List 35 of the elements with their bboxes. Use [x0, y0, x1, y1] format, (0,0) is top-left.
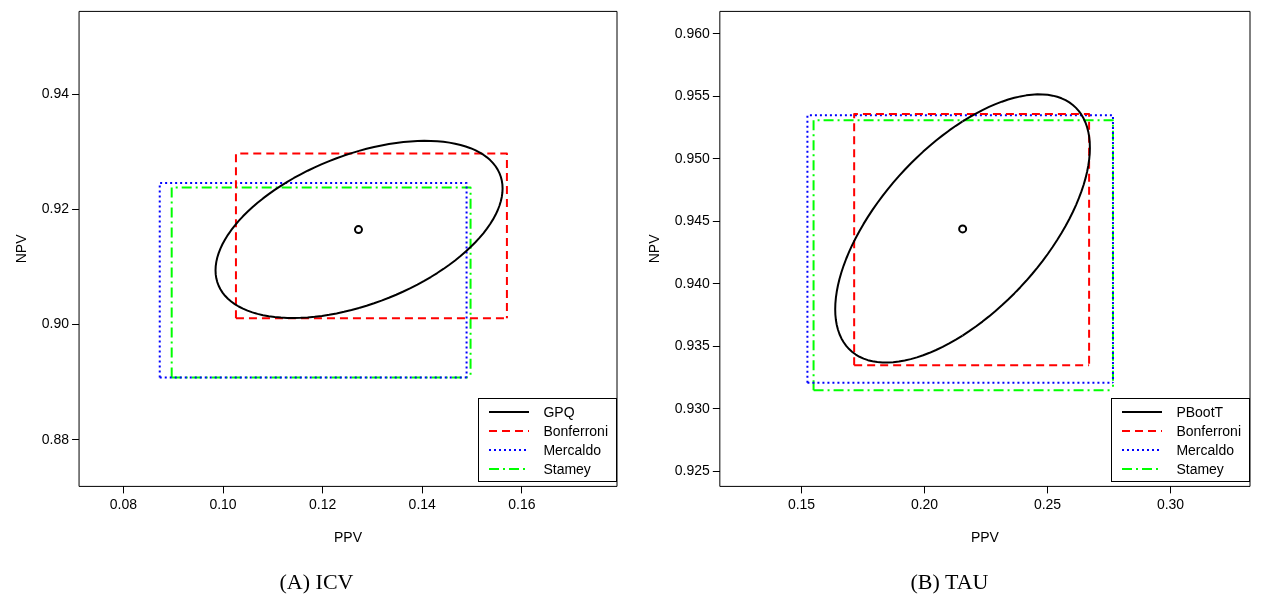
- y-tick-label: 0.935: [674, 337, 711, 354]
- text: (B) TAU: [909, 569, 990, 595]
- legend-label: Stamey: [1176, 460, 1224, 477]
- legend-label: GPQ: [543, 403, 575, 420]
- x-tick-label: 0.15: [787, 495, 816, 512]
- y-tick-label: 0.930: [674, 399, 711, 416]
- y-tick-label: 0.94: [41, 85, 70, 102]
- y-tick-label: 0.955: [674, 87, 711, 104]
- y-tick-label: 0.90: [41, 315, 70, 332]
- legend-label: Stamey: [543, 460, 591, 477]
- x-tick-label: 0.10: [209, 495, 237, 512]
- y-tick-label: 0.950: [674, 149, 711, 166]
- x-tick-label: 0.30: [1156, 495, 1185, 512]
- x-tick-label: 0.12: [309, 495, 337, 512]
- y-tick-label: 0.92: [41, 200, 70, 217]
- x-tick-label: 0.08: [109, 495, 138, 512]
- legend-label: PBootT: [1176, 403, 1224, 420]
- x-axis-title: PPV: [970, 529, 1000, 546]
- x-axis-title: PPV: [334, 529, 363, 546]
- y-axis-title: NPV: [13, 233, 30, 264]
- legend-label: Bonferroni: [1176, 422, 1241, 439]
- x-tick-label: 0.25: [1033, 495, 1062, 512]
- y-tick-label: 0.960: [674, 24, 711, 41]
- y-tick-label: 0.945: [674, 212, 711, 229]
- y-tick-label: 0.88: [41, 430, 70, 447]
- legend-label: Bonferroni: [543, 422, 608, 439]
- legend-label: Mercaldo: [543, 441, 601, 458]
- y-tick-label: 0.925: [674, 462, 711, 479]
- y-tick-label: 0.940: [674, 274, 711, 291]
- x-tick-label: 0.16: [508, 495, 536, 512]
- legend-label: Mercaldo: [1176, 441, 1234, 458]
- x-tick-label: 0.14: [408, 495, 437, 512]
- x-tick-label: 0.20: [910, 495, 939, 512]
- text: (A) ICV: [278, 569, 355, 595]
- y-axis-title: NPV: [646, 233, 663, 264]
